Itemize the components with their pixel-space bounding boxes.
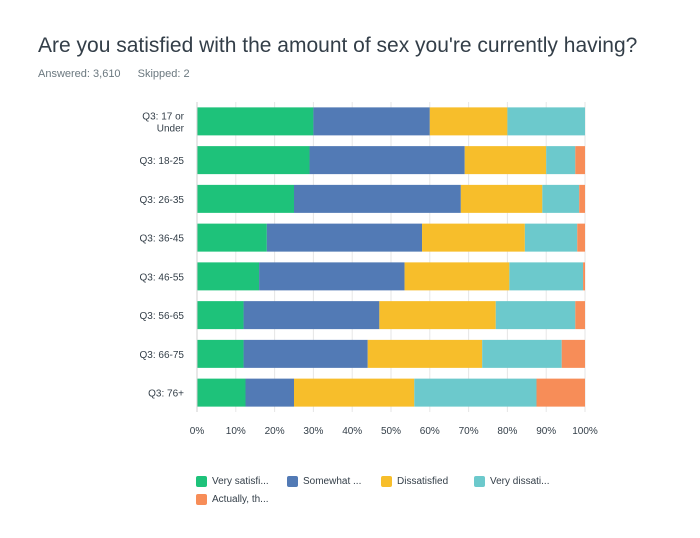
legend-swatch: [196, 494, 207, 505]
answered-count: Answered: 3,610: [38, 68, 121, 80]
legend-label: Very dissati...: [490, 476, 550, 487]
bar-segment[interactable]: [309, 146, 465, 175]
bar-segment[interactable]: [579, 184, 585, 213]
bar-segment[interactable]: [546, 146, 576, 175]
x-tick-label: 70%: [459, 426, 479, 437]
category-label: Q3: 46-55: [140, 272, 185, 283]
bar-segment[interactable]: [575, 146, 585, 175]
bar-segment[interactable]: [197, 184, 294, 213]
bar-segment[interactable]: [197, 107, 314, 136]
x-tick-label: 90%: [536, 426, 556, 437]
bar-segment[interactable]: [414, 378, 537, 407]
bar-segment[interactable]: [379, 301, 496, 330]
bar-segment[interactable]: [245, 378, 295, 407]
bar-segment[interactable]: [495, 301, 576, 330]
x-tick-label: 0%: [190, 426, 205, 437]
bar-segment[interactable]: [294, 378, 415, 407]
x-tick-label: 80%: [497, 426, 517, 437]
x-tick-label: 10%: [226, 426, 246, 437]
x-tick-label: 50%: [381, 426, 401, 437]
bar-segment[interactable]: [243, 339, 368, 368]
bar-segment[interactable]: [524, 223, 578, 252]
bar-segment[interactable]: [583, 262, 585, 291]
x-tick-label: 20%: [265, 426, 285, 437]
bar-segment[interactable]: [259, 262, 405, 291]
legend-label: Actually, th...: [212, 494, 269, 505]
bar-segment[interactable]: [197, 223, 267, 252]
bar-segment[interactable]: [404, 262, 510, 291]
legend-swatch: [287, 476, 298, 487]
bar-segment[interactable]: [422, 223, 525, 252]
bar-segment[interactable]: [197, 339, 244, 368]
bar-segment[interactable]: [464, 146, 547, 175]
legend-label: Somewhat ...: [303, 476, 362, 487]
legend-item[interactable]: Dissatisfied: [381, 476, 448, 487]
x-tick-label: 100%: [572, 426, 598, 437]
bar-segment[interactable]: [313, 107, 430, 136]
legend-swatch: [474, 476, 485, 487]
question-title: Are you satisfied with the amount of sex…: [38, 34, 638, 57]
bar-segment[interactable]: [577, 223, 585, 252]
bar-segment[interactable]: [367, 339, 483, 368]
bar-segment[interactable]: [294, 184, 461, 213]
category-label: Q3: 18-25: [140, 156, 185, 167]
bar-segment[interactable]: [575, 301, 585, 330]
x-tick-label: 60%: [420, 426, 440, 437]
bar-segment[interactable]: [429, 107, 508, 136]
bar-segment[interactable]: [460, 184, 543, 213]
category-label: Q3: 56-65: [140, 311, 185, 322]
bar-segment[interactable]: [542, 184, 580, 213]
category-label: Q3: 76+: [148, 389, 184, 400]
category-label: Q3: 17 or Under: [142, 111, 184, 134]
legend-item[interactable]: Actually, th...: [196, 494, 269, 505]
bar-segment[interactable]: [536, 378, 586, 407]
legend-item[interactable]: Somewhat ...: [287, 476, 361, 487]
x-tick-label: 40%: [342, 426, 362, 437]
bar-segment[interactable]: [482, 339, 562, 368]
legend-label: Dissatisfied: [397, 476, 449, 487]
legend-item[interactable]: Very satisfi...: [196, 476, 269, 487]
legend-item[interactable]: Very dissati...: [474, 476, 549, 487]
legend-swatch: [381, 476, 392, 487]
category-label: Q3: 26-35: [140, 195, 185, 206]
bar-segment[interactable]: [197, 301, 244, 330]
skipped-count: Skipped: 2: [137, 68, 190, 80]
response-stats: Answered: 3,610 Skipped: 2: [38, 68, 204, 80]
bar-segment[interactable]: [561, 339, 585, 368]
x-tick-label: 30%: [303, 426, 323, 437]
category-label: Q3: 36-45: [140, 234, 185, 245]
category-label: Q3: 66-75: [140, 350, 185, 361]
bar-segment[interactable]: [197, 378, 246, 407]
bar-segment[interactable]: [197, 146, 310, 175]
legend-swatch: [196, 476, 207, 487]
bar-segment[interactable]: [197, 262, 260, 291]
bar-segment[interactable]: [509, 262, 584, 291]
bar-segment[interactable]: [243, 301, 380, 330]
bar-segment[interactable]: [266, 223, 423, 252]
legend-label: Very satisfi...: [212, 476, 269, 487]
bar-segment[interactable]: [507, 107, 585, 136]
